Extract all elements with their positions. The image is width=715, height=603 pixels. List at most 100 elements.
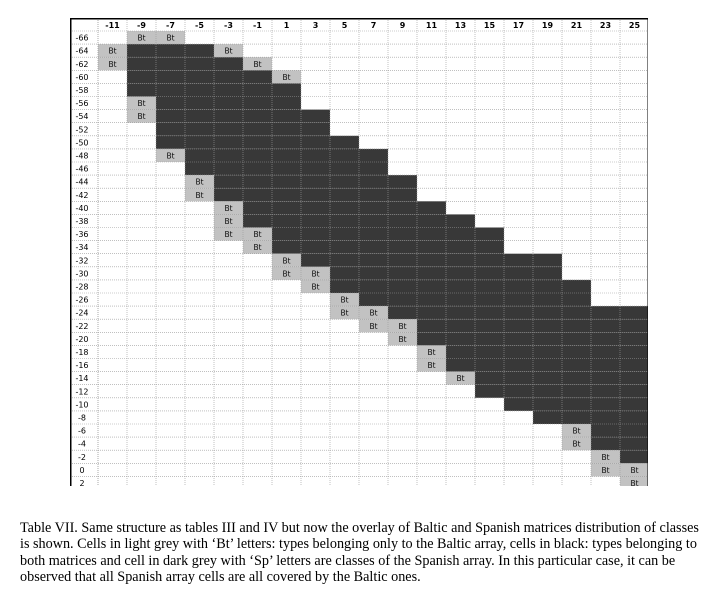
cell-both (533, 266, 562, 280)
bt-label: Bt (108, 47, 116, 56)
bt-label: Bt (456, 374, 464, 383)
cell-both (533, 345, 562, 359)
cell-both (214, 175, 243, 189)
cell-both (214, 135, 243, 149)
cell-baltic-only (272, 70, 301, 84)
cell-both (301, 122, 330, 136)
cell-both (417, 319, 446, 333)
cell-both (562, 319, 591, 333)
cell-both (185, 57, 214, 71)
bt-label: Bt (601, 453, 609, 462)
cell-both (475, 358, 504, 372)
bt-label: Bt (253, 60, 261, 69)
cell-both (591, 332, 620, 346)
cell-both (446, 319, 475, 333)
cell-both (417, 240, 446, 254)
cell-both (562, 293, 591, 307)
row-label: -38 (75, 217, 88, 226)
cell-both (533, 397, 562, 411)
row-label: -4 (78, 440, 86, 449)
cell-both (388, 227, 417, 241)
row-label: -66 (75, 34, 88, 43)
cell-both (475, 266, 504, 280)
row-label: -26 (75, 296, 88, 305)
cell-baltic-only (272, 253, 301, 267)
bt-label: Bt (282, 256, 290, 265)
cell-both (214, 96, 243, 110)
cell-both (301, 175, 330, 189)
cell-both (562, 410, 591, 424)
distribution-table: Bt Bt Bt Bt Bt Bt Bt Bt Bt Bt Bt Bt Bt Bt Bt Bt Bt Bt Bt Bt… (70, 18, 650, 491)
cell-both (185, 122, 214, 136)
cell-baltic-only (417, 345, 446, 359)
cell-both (475, 279, 504, 293)
cell-both (243, 148, 272, 162)
cell-both (620, 371, 649, 385)
cell-both (562, 397, 591, 411)
cell-both (620, 397, 649, 411)
cell-both (185, 148, 214, 162)
cell-both (591, 358, 620, 372)
cell-both (243, 109, 272, 123)
row-label: -22 (75, 322, 88, 331)
cell-both (243, 162, 272, 176)
cell-both (475, 319, 504, 333)
cell-both (359, 279, 388, 293)
cell-both (185, 135, 214, 149)
bt-label: Bt (224, 230, 232, 239)
cell-baltic-only (359, 306, 388, 320)
cell-both (562, 306, 591, 320)
column-header: 11 (426, 21, 438, 30)
bt-label: Bt (311, 269, 319, 278)
cell-both (446, 293, 475, 307)
cell-both (417, 214, 446, 228)
cell-both (272, 214, 301, 228)
cell-baltic-only (301, 279, 330, 293)
cell-both (359, 214, 388, 228)
cell-both (214, 188, 243, 202)
cell-both (243, 70, 272, 84)
cell-both (591, 410, 620, 424)
column-header: 19 (542, 21, 554, 30)
cell-both (504, 253, 533, 267)
cell-both (301, 135, 330, 149)
table-caption: Table VII. Same structure as tables III … (20, 520, 699, 586)
bt-label: Bt (224, 217, 232, 226)
cell-both (562, 371, 591, 385)
cell-both (417, 279, 446, 293)
cell-both (475, 384, 504, 398)
cell-both (533, 410, 562, 424)
cell-both (533, 279, 562, 293)
cell-baltic-only (127, 109, 156, 123)
row-label: 2 (79, 479, 84, 486)
row-label: -12 (75, 387, 88, 396)
cell-both (388, 293, 417, 307)
row-label: -52 (75, 125, 88, 134)
cell-both (591, 424, 620, 438)
bt-label: Bt (398, 335, 406, 344)
cell-both (330, 279, 359, 293)
cell-both (156, 135, 185, 149)
bt-label: Bt (137, 34, 145, 43)
cell-both (446, 227, 475, 241)
cell-baltic-only (301, 266, 330, 280)
cell-baltic-only (243, 240, 272, 254)
cell-both (127, 83, 156, 97)
cell-both (446, 266, 475, 280)
cell-baltic-only (417, 358, 446, 372)
cell-both (417, 332, 446, 346)
cell-both (272, 96, 301, 110)
cell-both (272, 109, 301, 123)
bt-label: Bt (427, 348, 435, 357)
bt-label: Bt (369, 322, 377, 331)
row-label: -10 (75, 400, 88, 409)
row-label: -64 (75, 47, 88, 56)
cell-both (156, 122, 185, 136)
cell-both (620, 437, 649, 451)
row-label: -40 (75, 204, 88, 213)
cell-both (185, 70, 214, 84)
cell-both (330, 175, 359, 189)
cell-baltic-only (214, 214, 243, 228)
cell-both (388, 201, 417, 215)
cell-both (330, 227, 359, 241)
